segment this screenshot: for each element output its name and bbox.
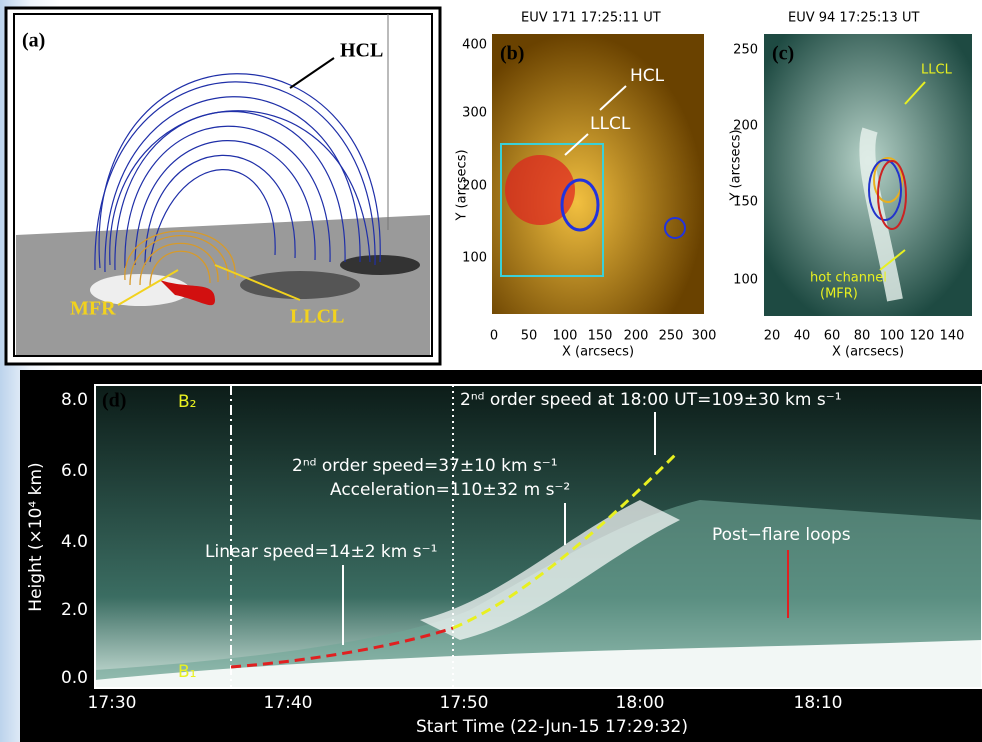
y-tick-label: 100 [462,251,487,266]
annotation: LLCL [290,306,344,328]
annotation: Linear speed=14±2 km s⁻¹ [205,542,437,562]
panel-a: (a) HCL MFR LLCL [6,8,440,364]
x-tick-label: 80 [854,329,871,344]
x-axis-label: X (arcsecs) [832,345,904,360]
x-tick-label: 200 [624,329,649,344]
x-tick-label: 17:40 [264,693,313,713]
x-tick-label: 100 [880,329,905,344]
x-tick-label: 120 [910,329,935,344]
annotation: Acceleration=110±32 m s⁻² [330,480,570,500]
annotation: Post−flare loops [712,525,851,545]
annotation: 2ⁿᵈ order speed=37±10 km s⁻¹ [292,456,558,476]
annotation: LLCL [590,114,631,134]
x-tick-label: 18:10 [794,693,843,713]
y-tick-label: 2.0 [61,600,88,620]
panel-c: EUV 94 17:25:13 UT (c) LLCL hot channel … [729,11,973,360]
y-tick-label: 6.0 [61,461,88,481]
annotation: (MFR) [820,287,858,302]
panel-label: (c) [772,43,794,65]
figure: (a) HCL MFR LLCL EUV 171 17:25:11 UT (b)… [0,0,982,742]
x-tick-label: 17:50 [440,693,489,713]
x-tick-label: 40 [794,329,811,344]
annotation: HCL [340,40,383,62]
annotation: 2ⁿᵈ order speed at 18:00 UT=109±30 km s⁻… [460,390,842,410]
page: (a) HCL MFR LLCL EUV 171 17:25:11 UT (b)… [0,0,982,742]
x-tick-label: 250 [659,329,684,344]
annotation: HCL [630,66,665,86]
x-tick-label: 50 [521,329,538,344]
x-tick-label: 17:30 [88,693,137,713]
y-tick-label: 4.0 [61,532,88,552]
x-tick-label: 140 [940,329,965,344]
annotation: hot channel [810,271,887,286]
marker: B₁ [178,662,196,682]
y-tick-label: 100 [733,273,758,288]
y-axis-label: Y (arcsecs) [729,129,744,201]
x-tick-label: 20 [764,329,781,344]
x-tick-label: 100 [553,329,578,344]
x-axis-label: Start Time (22-Jun-15 17:29:32) [416,717,688,737]
y-tick-label: 8.0 [61,390,88,410]
marker: B₂ [178,392,196,412]
panel-label: (a) [22,30,45,52]
panel-title: EUV 171 17:25:11 UT [521,11,661,26]
panel-label: (b) [500,43,524,65]
x-tick-label: 0 [490,329,498,344]
x-axis-label: X (arcsecs) [562,345,634,360]
y-axis-label: Y (arcsecs) [455,149,470,221]
annotation: MFR [70,298,116,320]
panel-d: (d) B₂ B₁ 2ⁿᵈ order speed at 18:00 UT=10… [20,370,982,742]
y-tick-label: 0.0 [61,668,88,688]
y-tick-label: 250 [733,43,758,58]
y-axis-label: Height (×10⁴ km) [26,462,46,611]
y-tick-label: 300 [462,106,487,121]
y-tick-label: 400 [462,38,487,53]
x-tick-label: 300 [692,329,717,344]
x-tick-label: 18:00 [616,693,665,713]
annotation: LLCL [921,63,953,78]
panel-label: (d) [102,390,126,412]
x-tick-label: 150 [588,329,613,344]
x-tick-label: 60 [824,329,841,344]
panel-title: EUV 94 17:25:13 UT [788,11,919,26]
